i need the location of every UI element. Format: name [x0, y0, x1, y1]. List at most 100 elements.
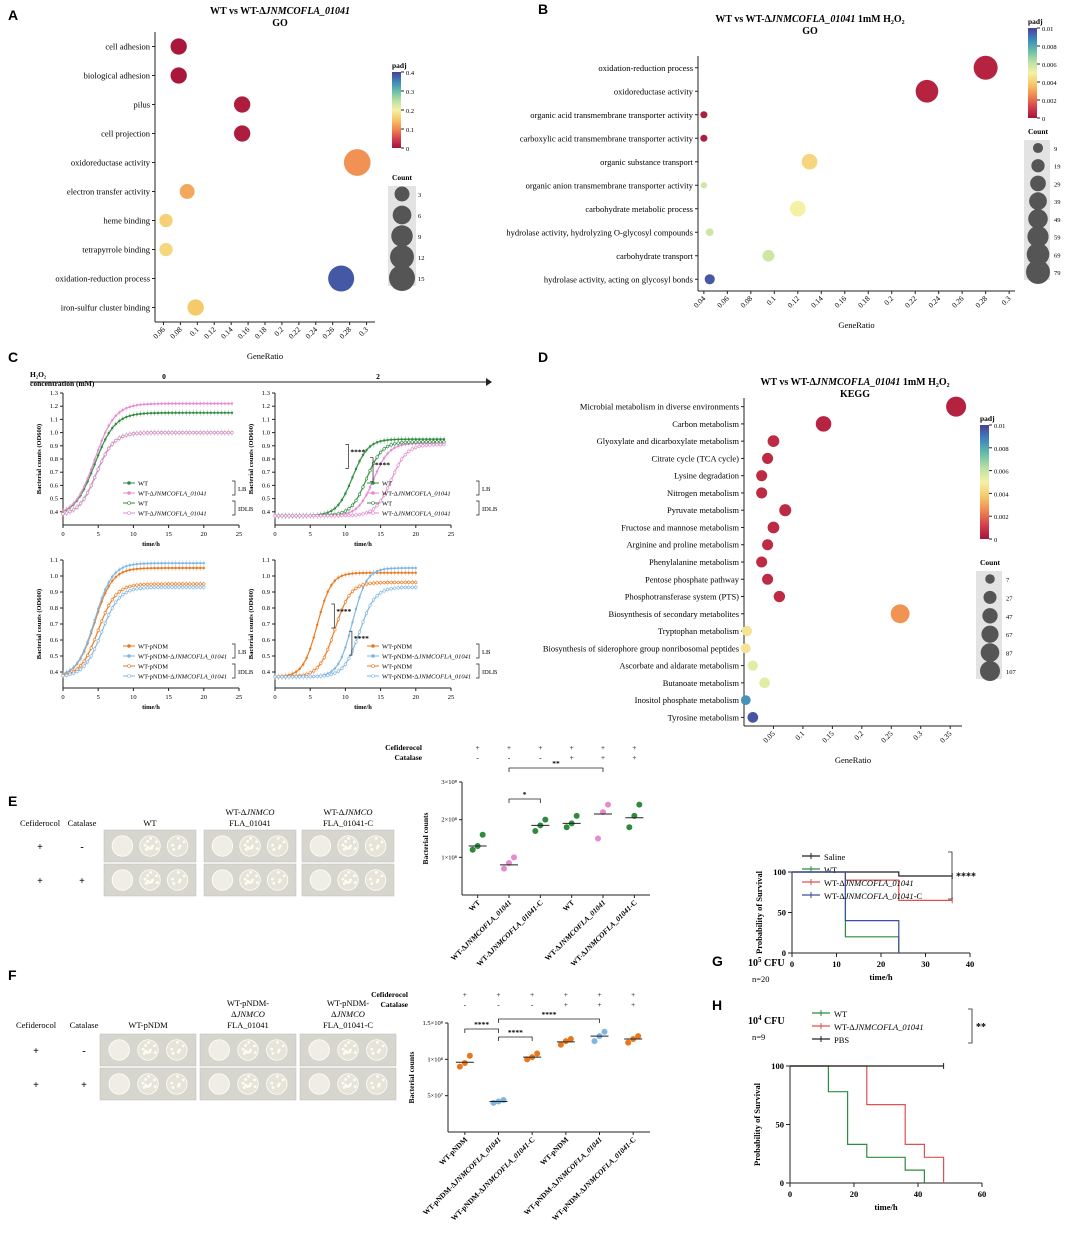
- data-marker: [301, 663, 305, 666]
- size-legend-label: 9: [1054, 146, 1057, 153]
- colony: [153, 1085, 157, 1089]
- data-marker: [397, 438, 400, 441]
- data-marker: [312, 636, 315, 639]
- bubble-point: [747, 660, 758, 671]
- legend-group-label: IDLB: [482, 669, 498, 676]
- data-marker: [121, 417, 125, 420]
- data-marker: [209, 402, 213, 405]
- chart-subtitle: KEGG: [840, 389, 870, 400]
- colony: [370, 848, 374, 851]
- cefiderocol-sign: +: [564, 990, 568, 999]
- x-axis-label: time/h: [142, 541, 160, 548]
- data-marker: [354, 467, 358, 471]
- legend-marker: [127, 491, 131, 495]
- colony: [347, 1074, 351, 1078]
- sig-label: ****: [474, 1020, 489, 1029]
- data-marker: [104, 438, 107, 441]
- data-marker: [223, 402, 227, 405]
- catalase-sign: -: [464, 1000, 467, 1009]
- colony: [271, 1052, 275, 1055]
- size-legend-dot: [1027, 225, 1049, 248]
- x-tick-label: 0.35: [938, 729, 954, 745]
- data-marker: [337, 576, 340, 579]
- data-marker: [326, 590, 329, 593]
- data-marker: [202, 562, 205, 565]
- y-tick-label: 1×10⁸: [427, 1056, 443, 1063]
- data-marker: [393, 442, 397, 446]
- data-marker: [149, 562, 153, 565]
- data-marker: [382, 567, 386, 571]
- data-marker: [114, 414, 118, 418]
- colony: [249, 870, 253, 874]
- x-tick-label: 0.08: [739, 294, 755, 310]
- data-marker: [431, 443, 436, 447]
- x-tick-label: 0.22: [903, 294, 919, 310]
- data-marker: [125, 415, 128, 419]
- x-tick-label: 5: [97, 694, 100, 701]
- sig-label: ****: [508, 1028, 523, 1037]
- data-marker: [104, 431, 107, 434]
- data-marker: [96, 467, 100, 471]
- plate-column-header: WT: [143, 818, 157, 828]
- legend-label: WT-ΔJNMCOFLA_01041: [138, 511, 207, 518]
- data-marker: [118, 568, 121, 571]
- y-tick-label: 0.9: [262, 443, 270, 450]
- colony: [253, 1085, 257, 1089]
- y-tick-label: 1.1: [262, 557, 270, 564]
- colony: [342, 1086, 346, 1089]
- data-marker: [407, 449, 411, 453]
- size-legend-dot: [1028, 209, 1048, 229]
- legend-label: WT-ΔJNMCOFLA_01041-C: [824, 891, 923, 901]
- data-marker: [114, 422, 118, 426]
- arrow-head: [486, 378, 492, 386]
- colony: [244, 1049, 248, 1053]
- data-marker: [411, 571, 414, 575]
- data-marker: [78, 667, 83, 671]
- data-point: [534, 1050, 541, 1057]
- x-tick-label: 0.15: [820, 729, 836, 745]
- data-marker: [216, 402, 220, 405]
- data-marker: [110, 442, 114, 446]
- data-marker: [389, 438, 393, 441]
- legend-group-label: LB: [238, 649, 247, 656]
- data-marker: [125, 406, 128, 410]
- data-marker: [410, 447, 414, 451]
- data-marker: [389, 443, 393, 447]
- data-marker: [111, 426, 114, 430]
- data-marker: [97, 454, 100, 457]
- colony: [253, 1051, 257, 1055]
- data-marker: [379, 440, 382, 443]
- data-marker: [404, 571, 407, 575]
- sig-label: ****: [375, 461, 390, 470]
- y-tick-label: organic substance transport: [600, 157, 693, 167]
- colony: [250, 880, 253, 884]
- colony: [375, 846, 379, 850]
- data-marker: [305, 675, 309, 679]
- data-point: [562, 1038, 569, 1045]
- data-marker: [319, 514, 323, 518]
- colony: [253, 1044, 256, 1048]
- bubble-point: [767, 435, 780, 448]
- data-marker: [312, 669, 316, 673]
- data-marker: [146, 567, 149, 570]
- data-marker: [276, 675, 281, 679]
- colony: [248, 1050, 251, 1054]
- bubble-point: [762, 249, 775, 262]
- sig-label: **: [552, 759, 560, 768]
- legend-color-title: padj: [1028, 17, 1043, 26]
- data-marker: [347, 513, 351, 518]
- data-marker: [153, 411, 156, 415]
- colony: [247, 1074, 251, 1078]
- data-marker: [138, 586, 143, 590]
- legend-label: WT-ΔJNMCOFLA_01041: [382, 491, 451, 498]
- data-marker: [131, 587, 135, 592]
- plate-header-cefiderocol: Cefiderocol: [20, 818, 61, 828]
- y-tick-label: hydrolase activity, hydrolyzing O-glycos…: [506, 227, 693, 237]
- data-marker: [386, 571, 389, 575]
- cefiderocol-row-label: Cefiderocol: [371, 990, 408, 999]
- x-tick-label: 0.25: [879, 729, 895, 745]
- colony: [344, 874, 348, 877]
- data-marker: [68, 505, 72, 509]
- x-tick-label: 25: [236, 694, 243, 701]
